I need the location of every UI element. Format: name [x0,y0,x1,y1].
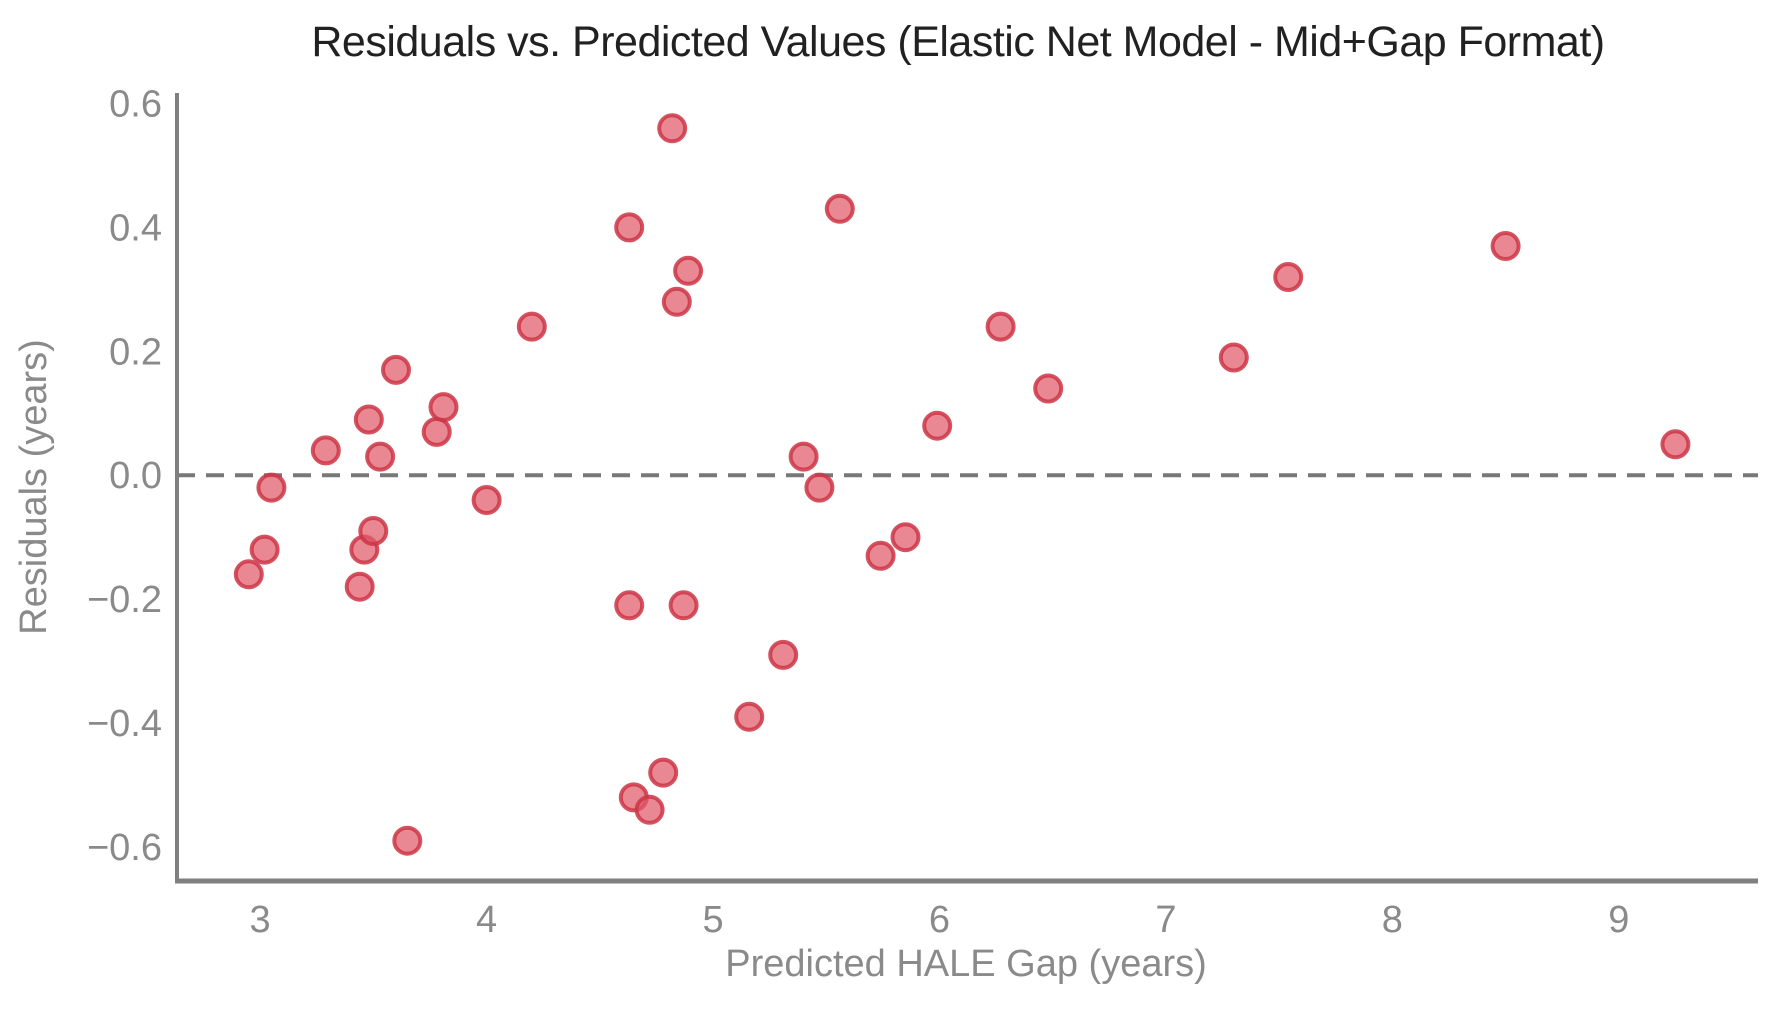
x-tick-label: 9 [1608,899,1629,941]
x-tick-label: 3 [250,899,271,941]
data-point [310,435,341,466]
data-point [344,571,375,602]
y-axis-label: Residuals (years) [13,339,55,635]
data-point [648,757,679,788]
data-point [614,212,645,243]
y-tick-label: 0.4 [109,207,162,249]
data-point [1660,429,1691,460]
y-tick-label: 0.2 [109,331,162,373]
data-point [768,639,799,670]
data-point [614,590,645,621]
data-point [358,516,389,546]
x-axis-label: Predicted HALE Gap (years) [725,943,1207,985]
data-point [661,286,692,317]
chart-title: Residuals vs. Predicted Values (Elastic … [311,18,1604,66]
data-point [865,540,896,571]
x-tick-label: 4 [476,899,497,941]
data-point [734,701,765,732]
data-point [804,472,835,503]
data-point [516,311,547,342]
data-point [428,392,459,423]
data-point [1273,262,1304,292]
x-tick-label: 5 [702,899,723,941]
data-point [657,113,688,144]
data-point [249,534,280,565]
data-point [381,354,411,385]
data-point [788,441,819,472]
data-point [421,416,452,447]
data-point [890,522,921,553]
data-point [256,472,287,503]
plot-area: 3 4 5 6 7 8 9 0.6 0.4 0.2 0.0 −0.2 −0.4 −0.6 [87,84,1758,941]
data-point [392,825,423,856]
y-tick-label: −0.4 [87,703,162,745]
y-tick-label: 0.6 [109,84,162,126]
data-point [1033,373,1064,404]
data-point [922,410,953,441]
x-tick-label: 6 [929,899,950,941]
y-tick-label: −0.6 [87,827,162,869]
data-point [365,441,396,472]
data-point [471,485,502,515]
data-point [1218,342,1249,373]
x-tick-label: 8 [1382,899,1403,941]
y-tick-label: 0.0 [109,455,162,497]
data-point [668,590,699,621]
data-point [673,255,704,286]
x-tick-label: 7 [1155,899,1176,941]
data-point [1490,231,1521,261]
data-point [634,794,665,825]
data-point [233,559,264,590]
y-tick-label: −0.2 [87,579,162,621]
data-point [985,311,1016,342]
data-point [353,404,384,435]
data-point [824,193,855,224]
